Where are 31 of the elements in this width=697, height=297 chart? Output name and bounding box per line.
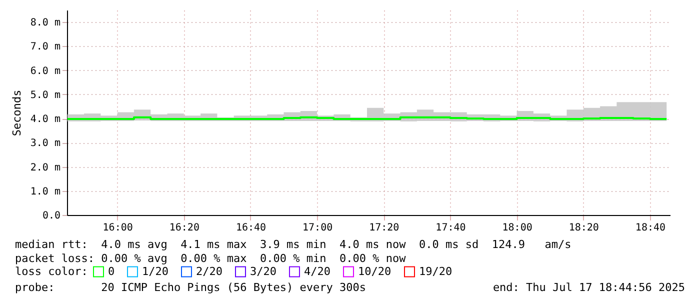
text: packet loss: 0.00 % avg 0.00 % max 0.00 % min 0.00 % now <box>15 252 406 265</box>
legend-label: 3/20 <box>250 264 276 278</box>
legend-label: 4/20 <box>304 264 330 278</box>
y-tick-label: 0.0 <box>42 210 60 222</box>
x-tick-label: 18:00 <box>502 222 532 234</box>
text: median rtt: 4.0 ms avg 4.1 ms max 3.9 ms min 4.0 ms now 0.0 ms sd 124.9 am/s <box>15 238 572 251</box>
y-tick-label: 2.0 m <box>30 162 60 174</box>
y-tick-label: 4.0 m <box>30 114 60 126</box>
legend-label: 0 <box>108 264 115 278</box>
legend-label: 2/20 <box>196 264 222 278</box>
x-tick-label: 16:20 <box>169 222 200 234</box>
legend-label: 1/20 <box>142 264 168 278</box>
y-tick-label: 8.0 m <box>30 18 60 29</box>
y-tick-label: 6.0 m <box>30 66 60 77</box>
x-tick-label: 16:00 <box>102 222 133 234</box>
x-tick-label: 18:40 <box>635 222 666 234</box>
y-tick-label: 3.0 m <box>30 138 60 150</box>
x-tick-label: 18:20 <box>568 222 599 234</box>
x-tick-label: 16:40 <box>236 222 266 234</box>
x-tick-label: 17:40 <box>436 222 466 234</box>
text: end: Thu Jul 17 18:44:56 2025 <box>492 281 685 294</box>
y-axis-title: Seconds <box>10 90 24 136</box>
legend-label: 10/20 <box>358 264 392 278</box>
y-tick-label: 5.0 m <box>30 90 60 101</box>
legend-label: 19/20 <box>419 264 452 278</box>
text: probe: 20 ICMP Echo Pings (56 Bytes) every 300s <box>15 281 366 294</box>
x-tick-label: 17:00 <box>302 222 333 234</box>
y-tick-label: 1.0 m <box>30 186 60 198</box>
legend-title: loss color: <box>15 265 88 278</box>
x-tick-label: 17:20 <box>369 222 400 234</box>
y-tick-label: 7.0 m <box>30 42 60 53</box>
